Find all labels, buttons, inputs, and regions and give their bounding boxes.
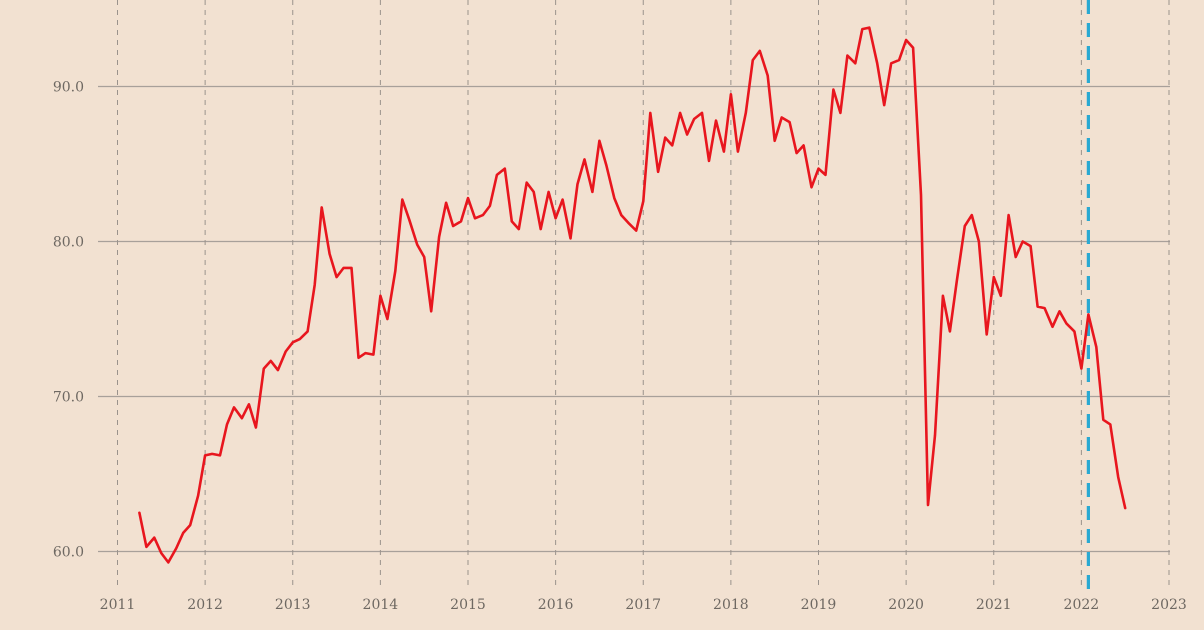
x-tick-label: 2015 — [450, 597, 486, 613]
x-tick-label: 2011 — [100, 597, 136, 613]
y-tick-label: 90.0 — [53, 80, 84, 96]
x-tick-label: 2014 — [363, 597, 399, 613]
grid-layer — [98, 0, 1170, 590]
y-tick-label: 70.0 — [53, 390, 84, 406]
x-tick-label: 2020 — [888, 597, 924, 613]
x-tick-label: 2019 — [801, 597, 837, 613]
x-tick-label: 2017 — [625, 597, 661, 613]
series-line — [138, 26, 1127, 564]
x-tick-label: 2016 — [538, 597, 574, 613]
tick-label-layer: 60.0 70.0 80.0 90.0 2011 2012 2013 2014 2015 2016… — [53, 80, 1187, 614]
y-tick-label: 60.0 — [53, 545, 84, 561]
series-layer — [138, 26, 1127, 564]
x-tick-label: 2018 — [713, 597, 749, 613]
x-tick-label: 2021 — [976, 597, 1012, 613]
x-tick-label: 2022 — [1064, 597, 1100, 613]
y-tick-label: 80.0 — [53, 235, 84, 251]
x-tick-label: 2013 — [275, 597, 311, 613]
x-tick-label: 2012 — [187, 597, 223, 613]
x-tick-label: 2023 — [1151, 597, 1187, 613]
